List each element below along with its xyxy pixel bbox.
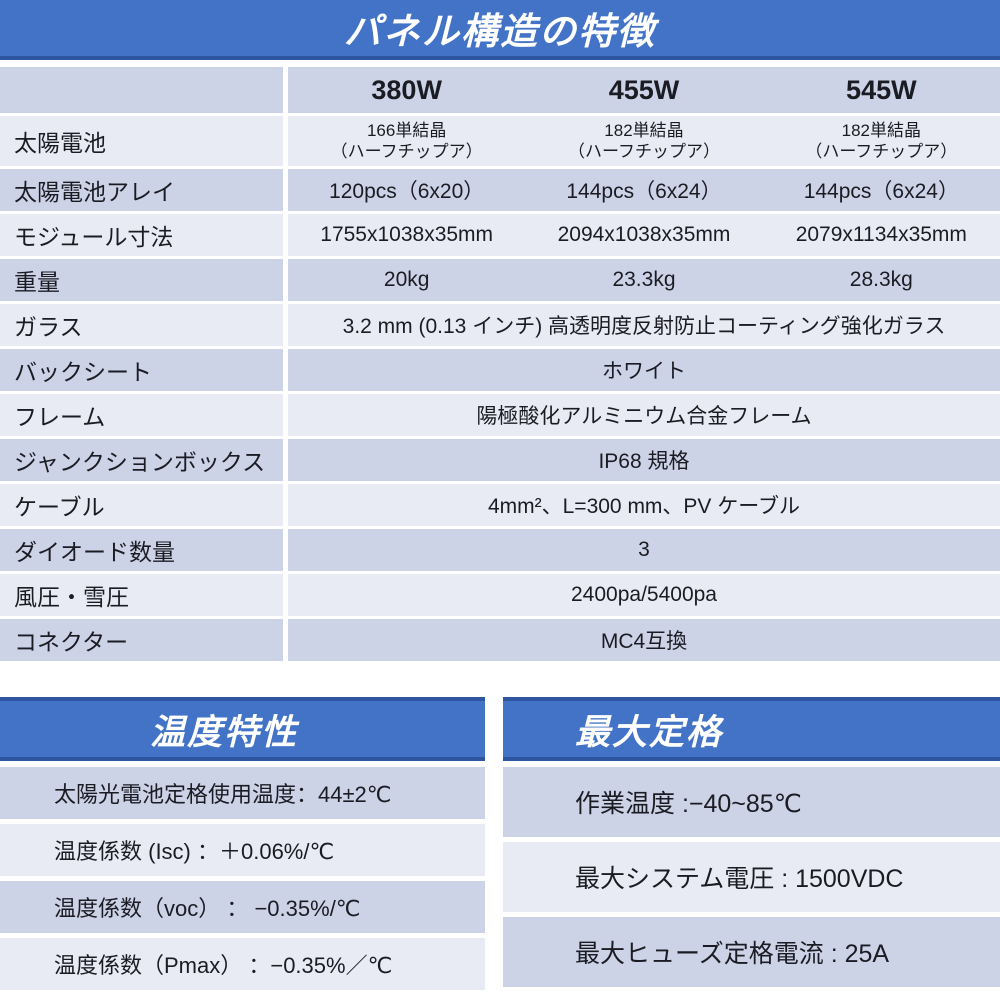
column-divider [283, 116, 288, 166]
column-divider [283, 439, 288, 481]
table-row: 太陽電池アレイ 120pcs（6x20） 144pcs（6x24） 144pcs（6x… [0, 169, 1000, 211]
table-row: モジュール寸法 1755x1038x35mm 2094x1038x35mm 2079x… [0, 214, 1000, 256]
value-cell: 182単結晶 （ハーフチップア） [568, 120, 720, 161]
value-cell: 23.3kg [612, 268, 676, 291]
max-rating-row: 最大ヒューズ定格電流 : 25A [503, 917, 1000, 987]
column-divider [283, 259, 288, 301]
temperature-section-rows: 太陽光電池定格使用温度：44±2℃ 温度係数 (Isc) ：＋0.06%/℃ 温度係… [0, 767, 485, 990]
column-divider [283, 394, 288, 436]
value-cell: 2094x1038x35mm [557, 223, 731, 246]
row-label: 太陽電池 [14, 130, 106, 156]
column-divider [283, 169, 288, 211]
row-label: 太陽電池アレイ [14, 179, 175, 205]
value-cell: 1755x1038x35mm [320, 223, 494, 246]
column-divider [283, 484, 288, 526]
row-label: コネクター [14, 629, 129, 655]
spec-table: 380W 455W 545W 太陽電池 166単結晶 （ハーフチップア） 182単結… [0, 67, 1000, 661]
row-label: ダイオード数量 [14, 539, 175, 565]
spec-table-header-row: 380W 455W 545W [0, 67, 1000, 113]
value-cell: 144pcs（6x24） [803, 180, 959, 203]
row-values: ホワイト [602, 360, 686, 383]
column-divider [283, 349, 288, 391]
row-values: IP68 規格 [598, 450, 690, 473]
table-row: 重量 20kg 23.3kg 28.3kg [0, 259, 1000, 301]
value-cell: 28.3kg [849, 268, 913, 291]
row-label: バックシート [14, 359, 152, 385]
max-rating-section: 最大定格 作業温度 :−40~85℃ 最大システム電圧 : 1500VDC 最大ヒュ… [503, 697, 1000, 995]
row-values: 2400pa/5400pa [571, 583, 717, 606]
row-values: MC4互換 [600, 630, 688, 653]
table-row: フレーム 陽極酸化アルミニウム合金フレーム [0, 394, 1000, 436]
row-values: 3.2 mm (0.13 インチ) 高透明度反射防止コーティング強化ガラス [342, 315, 946, 338]
column-divider [283, 529, 288, 571]
row-label: 風圧・雪圧 [14, 584, 129, 610]
column-divider [283, 214, 288, 256]
table-row: ジャンクションボックス IP68 規格 [0, 439, 1000, 481]
value-cell: 144pcs（6x24） [566, 180, 722, 203]
column-header-380w: 380W [371, 74, 442, 105]
temperature-row: 温度係数（voc） ： −0.35%/℃ [0, 881, 485, 933]
temperature-row: 温度係数 (Isc) ：＋0.06%/℃ [0, 824, 485, 876]
row-values: 3 [638, 538, 650, 561]
column-header-545w: 545W [846, 74, 917, 105]
header-columns: 380W 455W 545W [288, 67, 1000, 113]
row-label: ガラス [14, 314, 83, 340]
row-label: モジュール寸法 [14, 224, 174, 250]
value-cell: 166単結晶 （ハーフチップア） [330, 120, 483, 161]
bottom-sections: 温度特性 太陽光電池定格使用温度：44±2℃ 温度係数 (Isc) ：＋0.06%… [0, 697, 1000, 995]
page-title-banner: パネル構造の特徴 [0, 0, 1000, 60]
temperature-row: 温度係数（Pmax） ：−0.35%／℃ [0, 938, 485, 990]
table-row: ケーブル 4mm²、L=300 mm、PV ケーブル [0, 484, 1000, 526]
value-cell: 120pcs（6x20） [329, 180, 485, 203]
row-label: ケーブル [14, 494, 105, 520]
column-divider [283, 619, 288, 661]
table-row: バックシート ホワイト [0, 349, 1000, 391]
row-label: フレーム [14, 404, 106, 430]
row-label: 重量 [14, 269, 60, 295]
row-values: 120pcs（6x20） 144pcs（6x24） 144pcs（6x24） [288, 169, 1000, 211]
row-values: 1755x1038x35mm 2094x1038x35mm 2079x1134x35… [288, 214, 1000, 256]
row-label: ジャンクションボックス [14, 449, 266, 475]
spec-table-body: 太陽電池 166単結晶 （ハーフチップア） 182単結晶 （ハーフチップア） 182単… [0, 116, 1000, 661]
header-empty-cell [0, 67, 283, 113]
table-row: 風圧・雪圧 2400pa/5400pa [0, 574, 1000, 616]
value-cell: 20kg [383, 268, 430, 291]
temperature-section: 温度特性 太陽光電池定格使用温度：44±2℃ 温度係数 (Isc) ：＋0.06%… [0, 697, 485, 995]
max-rating-section-rows: 作業温度 :−40~85℃ 最大システム電圧 : 1500VDC 最大ヒューズ定格電… [503, 767, 1000, 987]
table-row: コネクター MC4互換 [0, 619, 1000, 661]
column-divider [283, 304, 288, 346]
page-title: パネル構造の特徴 [344, 11, 656, 52]
temperature-row: 太陽光電池定格使用温度：44±2℃ [0, 767, 485, 819]
temperature-section-title: 温度特性 [150, 712, 299, 752]
row-values: 4mm²、L=300 mm、PV ケーブル [487, 495, 801, 518]
row-values: 陽極酸化アルミニウム合金フレーム [476, 405, 812, 428]
max-rating-section-banner: 最大定格 [503, 697, 1000, 761]
column-divider [283, 67, 288, 113]
table-row: ガラス 3.2 mm (0.13 インチ) 高透明度反射防止コーティング強化ガラス [0, 304, 1000, 346]
max-rating-row: 最大システム電圧 : 1500VDC [503, 842, 1000, 912]
max-rating-row: 作業温度 :−40~85℃ [503, 767, 1000, 837]
table-row: 太陽電池 166単結晶 （ハーフチップア） 182単結晶 （ハーフチップア） 182単… [0, 116, 1000, 166]
row-values: 20kg 23.3kg 28.3kg [288, 259, 1000, 301]
column-divider [283, 574, 288, 616]
value-cell: 182単結晶 （ハーフチップア） [805, 120, 958, 161]
max-rating-section-title: 最大定格 [575, 712, 724, 752]
table-row: ダイオード数量 3 [0, 529, 1000, 571]
temperature-section-banner: 温度特性 [0, 697, 485, 761]
value-cell: 2079x1134x35mm [795, 223, 967, 246]
column-header-455w: 455W [608, 74, 680, 105]
row-values: 166単結晶 （ハーフチップア） 182単結晶 （ハーフチップア） 182単結晶 （… [288, 116, 1000, 166]
